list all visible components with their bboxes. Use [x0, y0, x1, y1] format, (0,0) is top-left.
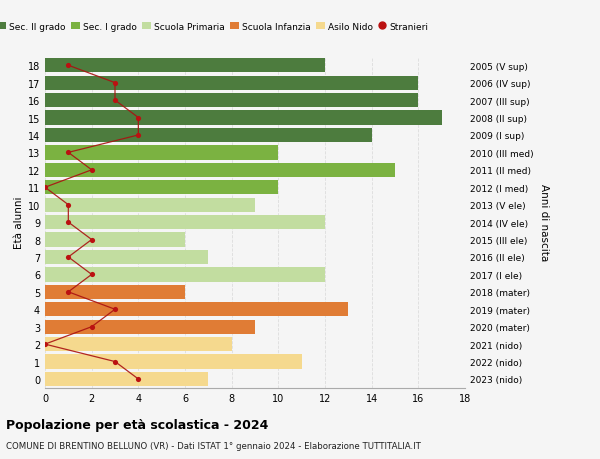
Text: Popolazione per età scolastica - 2024: Popolazione per età scolastica - 2024 [6, 418, 268, 431]
Point [110, 80, 120, 87]
Bar [45, 268, 325, 282]
Point [64, 219, 73, 226]
Point [110, 358, 120, 365]
Point [40, 184, 50, 191]
Point [87, 323, 97, 330]
Bar [45, 250, 208, 264]
Point [110, 97, 120, 105]
Bar [45, 215, 325, 230]
Point [64, 289, 73, 296]
Point [87, 236, 97, 244]
Bar [45, 233, 185, 247]
Bar [45, 181, 278, 195]
Point [40, 341, 50, 348]
Text: COMUNE DI BRENTINO BELLUNO (VR) - Dati ISTAT 1° gennaio 2024 - Elaborazione TUTT: COMUNE DI BRENTINO BELLUNO (VR) - Dati I… [6, 441, 421, 450]
Point [134, 115, 143, 122]
Bar [45, 355, 302, 369]
Bar [45, 59, 325, 73]
Bar [45, 302, 349, 317]
Bar [45, 111, 442, 125]
Bar [45, 372, 208, 386]
Bar [45, 129, 371, 143]
Y-axis label: Anni di nascita: Anni di nascita [539, 184, 549, 261]
Point [64, 149, 73, 157]
Y-axis label: Età alunni: Età alunni [14, 196, 23, 249]
Point [110, 306, 120, 313]
Bar [45, 337, 232, 352]
Bar [45, 146, 278, 160]
Bar [45, 285, 185, 299]
Bar [45, 76, 418, 90]
Point [64, 62, 73, 70]
Point [87, 167, 97, 174]
Bar [45, 198, 255, 213]
Point [64, 202, 73, 209]
Point [87, 271, 97, 279]
Bar [45, 94, 418, 108]
Bar [45, 163, 395, 178]
Point [134, 375, 143, 383]
Legend: Sec. II grado, Sec. I grado, Scuola Primaria, Scuola Infanzia, Asilo Nido, Stran: Sec. II grado, Sec. I grado, Scuola Prim… [0, 19, 432, 35]
Bar [45, 320, 255, 334]
Point [64, 254, 73, 261]
Point [134, 132, 143, 140]
